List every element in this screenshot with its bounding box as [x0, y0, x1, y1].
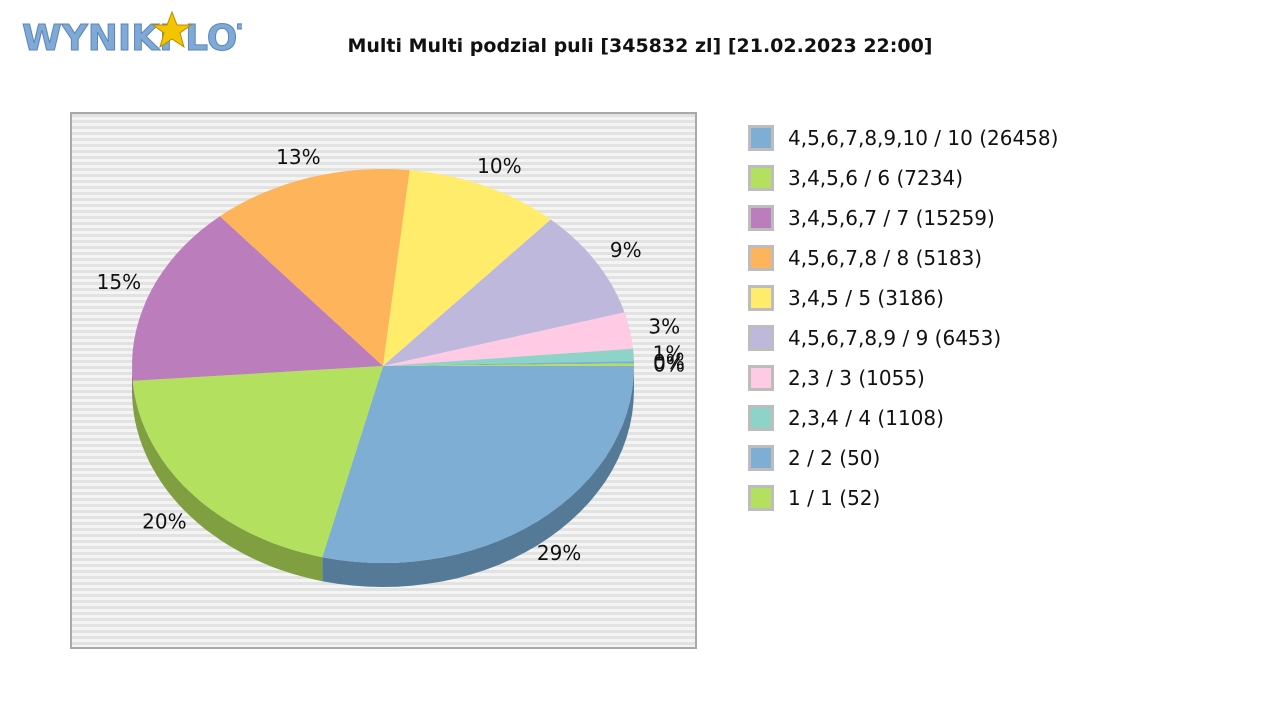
pie-slice-1	[132, 366, 383, 558]
legend-item: 2,3 / 3 (1055)	[748, 363, 1128, 393]
slice-label-9: 0%	[653, 353, 685, 377]
legend-label-9: 1 / 1 (52)	[788, 486, 881, 510]
slice-label-7: 1%	[653, 342, 685, 366]
chart-legend: 4,5,6,7,8,9,10 / 10 (26458) 3,4,5,6 / 6 (…	[748, 123, 1128, 523]
legend-item: 2 / 2 (50)	[748, 443, 1128, 473]
logo-text: WYNIKI LOTTO	[22, 18, 242, 59]
slice-label-6: 3%	[648, 315, 680, 339]
legend-label-3: 4,5,6,7,8 / 8 (5183)	[788, 246, 983, 270]
legend-swatch-3	[748, 245, 774, 271]
legend-label-7: 2,3,4 / 4 (1108)	[788, 406, 944, 430]
legend-label-8: 2 / 2 (50)	[788, 446, 881, 470]
legend-item: 3,4,5,6 / 6 (7234)	[748, 163, 1128, 193]
pie-slice-7	[383, 348, 634, 366]
star-icon	[151, 10, 193, 49]
slice-depth-1	[132, 380, 323, 582]
legend-label-6: 2,3 / 3 (1055)	[788, 366, 925, 390]
legend-swatch-6	[748, 365, 774, 391]
pie-slice-8	[383, 361, 634, 366]
slice-label-4: 10%	[477, 154, 521, 178]
slice-label-5: 9%	[610, 238, 642, 262]
legend-swatch-2	[748, 205, 774, 231]
legend-swatch-1	[748, 165, 774, 191]
chart-title-text: Multi Multi podzial puli [345832 zl] [21…	[347, 35, 933, 57]
pie-slice-9	[383, 363, 634, 366]
slice-label-3: 13%	[276, 145, 320, 169]
pie-slice-6	[383, 312, 633, 366]
slice-label-2: 15%	[97, 270, 141, 294]
legend-label-1: 3,4,5,6 / 6 (7234)	[788, 166, 964, 190]
slice-label-0: 29%	[537, 541, 581, 565]
pie-slice-4	[383, 170, 551, 366]
pie-slice-2	[132, 216, 383, 381]
pie-slice-0	[322, 366, 634, 563]
slice-depth-0	[322, 366, 634, 587]
wyniki-lotto-logo: WYNIKI LOTTO	[22, 10, 242, 60]
slice-label-1: 20%	[142, 510, 186, 534]
legend-item: 3,4,5,6,7 / 7 (15259)	[748, 203, 1128, 233]
legend-swatch-5	[748, 325, 774, 351]
legend-item: 3,4,5 / 5 (3186)	[748, 283, 1128, 313]
legend-item: 1 / 1 (52)	[748, 483, 1128, 513]
legend-label-4: 3,4,5 / 5 (3186)	[788, 286, 944, 310]
legend-item: 4,5,6,7,8,9,10 / 10 (26458)	[748, 123, 1128, 153]
legend-item: 4,5,6,7,8 / 8 (5183)	[748, 243, 1128, 273]
legend-swatch-7	[748, 405, 774, 431]
slice-label-8: 0%	[653, 350, 685, 374]
pie-slice-3	[219, 169, 410, 366]
chart-title: Multi Multi podzial puli [345832 zl] [21…	[0, 35, 1280, 57]
legend-swatch-8	[748, 445, 774, 471]
legend-label-5: 4,5,6,7,8,9 / 9 (6453)	[788, 326, 1002, 350]
legend-swatch-4	[748, 285, 774, 311]
slice-depth-2	[132, 366, 133, 405]
legend-item: 2,3,4 / 4 (1108)	[748, 403, 1128, 433]
legend-swatch-0	[748, 125, 774, 151]
legend-label-2: 3,4,5,6,7 / 7 (15259)	[788, 206, 995, 230]
legend-label-0: 4,5,6,7,8,9,10 / 10 (26458)	[788, 126, 1059, 150]
legend-item: 4,5,6,7,8,9 / 9 (6453)	[748, 323, 1128, 353]
legend-swatch-9	[748, 485, 774, 511]
pie-slice-5	[383, 219, 625, 366]
